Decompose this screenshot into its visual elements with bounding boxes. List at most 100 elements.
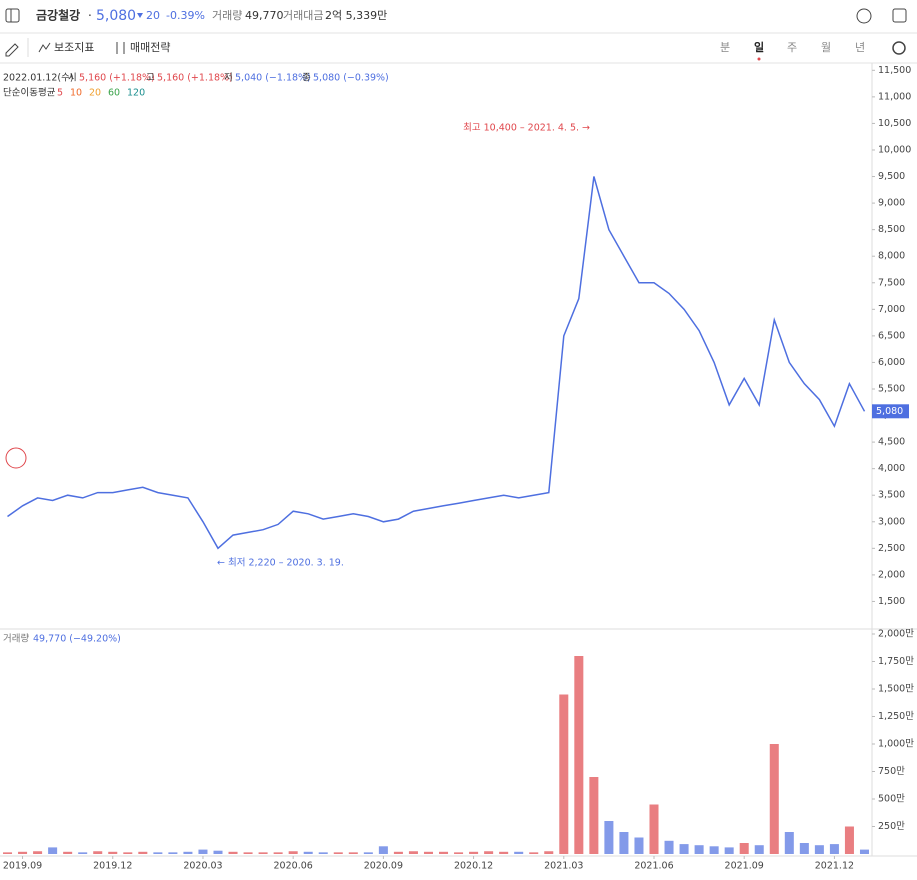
y-tick-label: 7,000 xyxy=(878,304,905,315)
price: 5,080 xyxy=(96,8,136,24)
ma-legend-item: 5 xyxy=(57,88,63,99)
ma-title: 단순이동평균 xyxy=(3,88,56,99)
volume-bar xyxy=(499,851,509,854)
x-tick-label: 2020.06 xyxy=(274,861,313,872)
volume-bar xyxy=(93,851,103,854)
y-tick-label: 2,500 xyxy=(878,543,905,554)
draw-tool[interactable] xyxy=(5,43,19,57)
ma-legend-item: 20 xyxy=(89,88,101,99)
current-price-label: 5,080 xyxy=(876,406,903,417)
more-button[interactable] xyxy=(856,8,872,24)
volume-bar xyxy=(33,851,43,854)
info-label: 저 xyxy=(224,73,233,84)
info-value: 5,080 (−0.39%) xyxy=(313,73,389,84)
y-tick-label: 1,500 xyxy=(878,596,905,607)
y-tick-label: 9,500 xyxy=(878,171,905,182)
volume-bar xyxy=(754,845,764,854)
volume-bar xyxy=(544,851,554,854)
y-tick-label: 1,500만 xyxy=(878,684,914,695)
y-tick-label: 10,000 xyxy=(878,144,911,155)
volume-bar xyxy=(844,826,854,854)
volume-bar xyxy=(123,852,133,854)
volume: 49,770 xyxy=(245,9,284,22)
volume-bar xyxy=(529,852,539,854)
volume-bar xyxy=(559,694,569,854)
volume-bar xyxy=(739,843,749,854)
strategy-button[interactable]: 매매전략 xyxy=(130,41,170,54)
volume-bar xyxy=(469,851,479,854)
y-tick-label: 500만 xyxy=(878,794,905,805)
info-label: 종 xyxy=(302,73,311,84)
volume-bar xyxy=(48,847,58,854)
sidebar-icon[interactable] xyxy=(5,8,20,23)
period-button[interactable]: 년 xyxy=(855,41,865,54)
active-dot xyxy=(757,57,761,61)
volume-bar xyxy=(604,821,614,854)
price-line xyxy=(7,176,866,550)
y-tick-label: 6,000 xyxy=(878,357,905,368)
y-tick-label: 1,250만 xyxy=(878,711,914,722)
stock-name: 금강철강 xyxy=(36,8,80,23)
volume-bar xyxy=(198,849,208,854)
y-tick-label: 750만 xyxy=(878,766,905,777)
y-tick-label: 9,000 xyxy=(878,198,905,209)
back-button[interactable] xyxy=(5,447,27,469)
panel-button[interactable] xyxy=(892,8,907,23)
volume-bar xyxy=(183,851,193,854)
x-tick-label: 2020.09 xyxy=(364,861,403,872)
x-tick-label: 2021.09 xyxy=(725,861,764,872)
settings-button[interactable] xyxy=(892,41,906,55)
low-annotation: ← 최저 2,220 – 2020. 3. 19. xyxy=(217,558,344,569)
period-button[interactable]: 일 xyxy=(754,40,764,54)
period-button[interactable]: 월 xyxy=(821,41,831,54)
volume-bar xyxy=(228,851,238,854)
volume-bar xyxy=(3,852,13,854)
y-tick-label: 5,500 xyxy=(878,383,905,394)
volume-bar xyxy=(574,656,584,854)
volume-bar xyxy=(709,846,719,854)
volume-bar xyxy=(514,851,524,854)
volume-bar xyxy=(634,837,644,854)
ma-legend-item: 120 xyxy=(127,88,145,99)
change-pct: -0.39% xyxy=(166,9,205,22)
info-value: 5,160 (+1.18%) xyxy=(79,73,155,84)
period-button[interactable]: 분 xyxy=(720,41,730,54)
volume-bar xyxy=(784,832,794,854)
volume-bar xyxy=(258,852,268,854)
volume-bar xyxy=(318,852,328,854)
volume-bar xyxy=(168,852,178,854)
current-price-box xyxy=(872,404,909,419)
y-tick-label: 11,000 xyxy=(878,91,911,102)
volume-bar xyxy=(378,846,388,854)
volume-bar xyxy=(423,851,433,854)
volume-bar xyxy=(829,844,839,854)
volume-bar xyxy=(769,744,779,854)
volume-bar xyxy=(484,851,494,854)
volume-bar xyxy=(288,851,298,854)
volume-summary: 49,770 (−49.20%) xyxy=(33,634,121,645)
info-value: 5,040 (−1.18%) xyxy=(235,73,311,84)
x-tick-label: 2020.12 xyxy=(454,861,493,872)
volume-bar xyxy=(363,852,373,854)
y-tick-label: 2,000만 xyxy=(878,629,914,640)
volume-bar xyxy=(348,852,358,854)
volume-bar xyxy=(454,852,464,854)
x-tick-label: 2019.09 xyxy=(3,861,42,872)
y-tick-label: 4,000 xyxy=(878,463,905,474)
x-tick-label: 2021.06 xyxy=(634,861,673,872)
info-label: 시 xyxy=(68,73,77,84)
high-annotation: 최고 10,400 – 2021. 4. 5. → xyxy=(463,123,590,134)
y-tick-label: 11,500 xyxy=(878,65,911,76)
volume-title: 거래량 xyxy=(3,633,29,645)
volume-bar xyxy=(213,850,223,854)
y-tick-label: 6,500 xyxy=(878,330,905,341)
indicators-button[interactable]: 보조지표 xyxy=(54,41,94,54)
period-button[interactable]: 주 xyxy=(787,41,797,54)
volume-bar xyxy=(814,845,824,854)
volume-bar xyxy=(679,844,689,854)
y-tick-label: 1,750만 xyxy=(878,656,914,667)
x-tick-label: 2019.12 xyxy=(93,861,132,872)
amount-label: 거래대금 xyxy=(283,9,323,22)
x-tick-label: 2021.12 xyxy=(815,861,854,872)
volume-bar xyxy=(859,849,869,854)
